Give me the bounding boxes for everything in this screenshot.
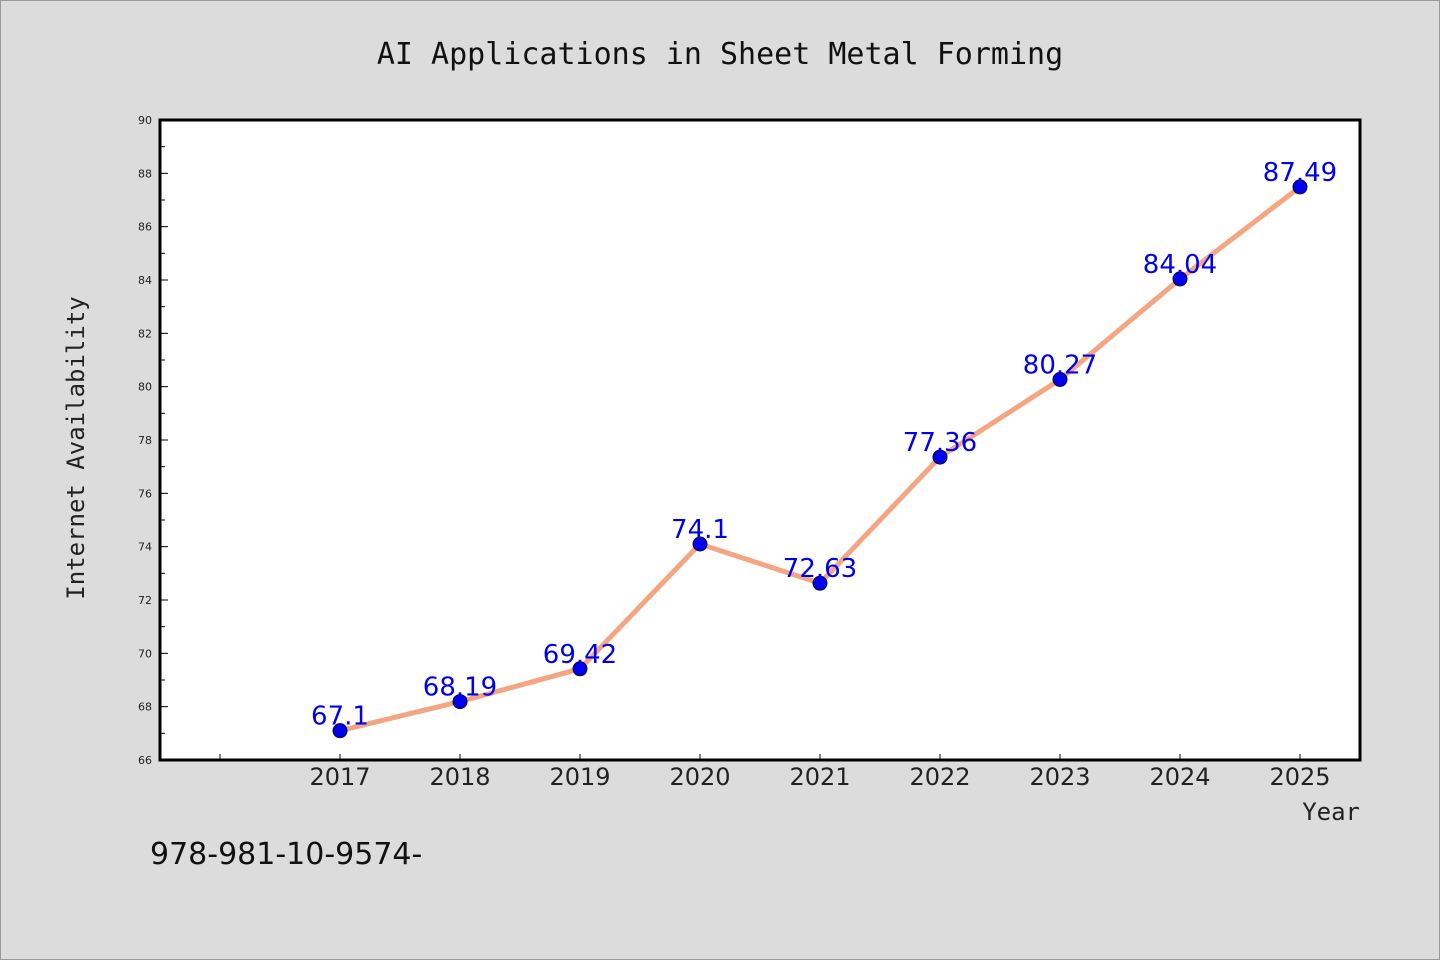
data-point: [572, 661, 588, 677]
y-tick-label: 66: [138, 754, 152, 767]
data-label: 77.36: [903, 428, 977, 458]
plot-area: [158, 118, 1362, 762]
y-tick-label: 76: [138, 487, 152, 500]
y-tick-label: 74: [138, 541, 152, 554]
x-tick-label: 2023: [1029, 763, 1090, 791]
y-tick-label: 90: [138, 114, 152, 127]
x-axis: 2017 2018 2019 2020 2021 2022 2023 2024 2025: [219, 754, 1331, 791]
y-tick-label: 68: [138, 701, 152, 714]
footer-text: 978-981-10-9574-: [150, 837, 422, 872]
data-point: [1292, 179, 1308, 195]
x-tick-label: 2025: [1269, 763, 1330, 791]
x-tick-label: 2022: [909, 763, 970, 791]
x-axis-label: Year: [1302, 798, 1360, 826]
data-labels: 67.1 68.19 69.42 74.1 72.63 77.36 80.27 84.04 87…: [311, 158, 1337, 732]
data-label: 84.04: [1143, 250, 1217, 280]
data-label: 69.42: [543, 640, 617, 670]
data-label: 67.1: [311, 702, 369, 732]
data-label: 80.27: [1023, 350, 1097, 380]
y-tick-label: 78: [138, 434, 152, 447]
data-point: [1172, 271, 1188, 287]
data-label: 74.1: [671, 515, 729, 545]
x-tick-label: 2021: [789, 763, 850, 791]
data-point: [1052, 371, 1068, 387]
x-tick-label: 2020: [669, 763, 730, 791]
x-tick-label: 2018: [429, 763, 490, 791]
chart-title: AI Applications in Sheet Metal Forming: [377, 37, 1063, 72]
y-tick-label: 86: [138, 221, 152, 234]
y-tick-label: 70: [138, 647, 152, 660]
y-tick-label: 88: [138, 167, 152, 180]
data-point: [692, 536, 708, 552]
x-tick-label: 2024: [1149, 763, 1210, 791]
data-label: 87.49: [1263, 158, 1337, 188]
series-markers: [332, 179, 1308, 739]
y-axis: 66 68 70 72 74 76 78 80 82 84 86 88 90: [138, 114, 168, 767]
y-tick-label: 72: [138, 594, 152, 607]
data-label: 68.19: [423, 673, 497, 703]
data-point: [452, 694, 468, 710]
y-tick-label: 84: [138, 274, 152, 287]
data-point: [332, 723, 348, 739]
data-point: [932, 449, 948, 465]
y-tick-label: 82: [138, 327, 152, 340]
y-tick-label: 80: [138, 381, 152, 394]
data-point: [812, 575, 828, 591]
x-tick-label: 2019: [549, 763, 610, 791]
y-axis-label: Internet Availability: [62, 296, 90, 599]
data-label: 72.63: [783, 554, 857, 584]
x-tick-label: 2017: [309, 763, 370, 791]
